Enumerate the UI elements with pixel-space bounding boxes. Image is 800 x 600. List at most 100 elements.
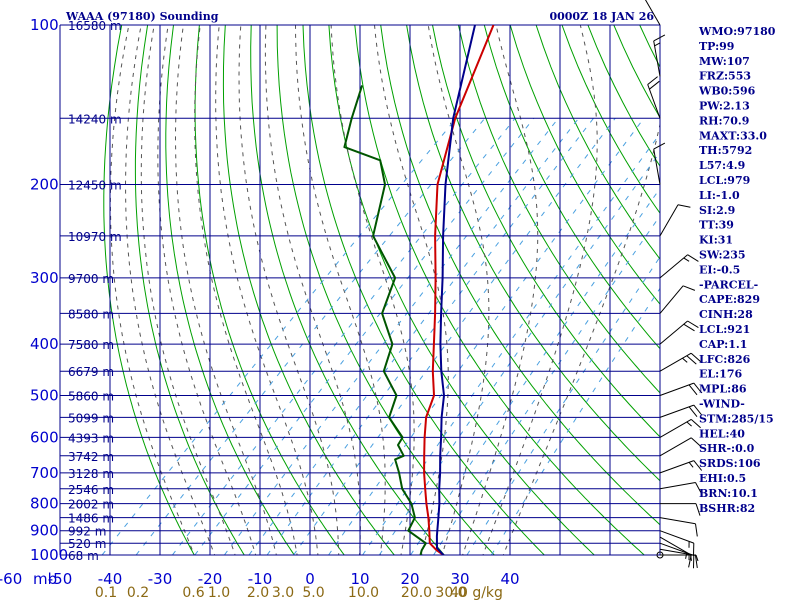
wind-barb-staff — [653, 40, 661, 77]
index-entry: LI:-1.0 — [699, 189, 740, 202]
temperature-label: -30 — [148, 570, 173, 588]
height-label: 520 m — [68, 537, 106, 551]
mixing-ratio-line — [101, 117, 457, 555]
height-label: 2002 m — [68, 498, 114, 512]
profile-series — [343, 25, 495, 555]
moist-adiabat-line — [330, 25, 415, 555]
index-entry: WB0:596 — [698, 85, 756, 98]
moist-adiabat-line — [124, 25, 216, 555]
pressure-labels: 100 200 300 400 500 600 700 800 900 1000 — [30, 16, 68, 564]
wind-barb-flag — [653, 142, 666, 150]
height-label: 8580 m — [68, 307, 114, 321]
dry-adiabat-line — [165, 25, 295, 555]
moist-adiabats — [109, 25, 660, 555]
indices-panel: WMO:97180 TP:99 MW:107 FRZ:553 WB0:596 PW:2.1… — [698, 25, 776, 515]
temperature-label: 0 — [305, 570, 315, 588]
index-entry: LCL:921 — [699, 323, 750, 336]
wind-barb-flag — [688, 384, 698, 396]
moist-adiabat-line — [140, 25, 236, 555]
dry-adiabat-line — [250, 25, 445, 555]
index-entry: KI:31 — [699, 234, 733, 247]
height-label: 9700 m — [68, 272, 114, 286]
wind-barb-flag — [690, 419, 701, 429]
index-entry: FRZ:553 — [699, 70, 751, 83]
height-label: 4393 m — [68, 431, 114, 445]
index-entry: EI:-0.5 — [699, 263, 740, 276]
wind-barbs — [644, 0, 703, 569]
pressure-axis-label: mb — [33, 570, 57, 588]
mixing-ratio-label: 0.1 — [95, 585, 117, 600]
moist-adiabat-line — [295, 25, 386, 555]
height-label: 5860 m — [68, 390, 114, 404]
mixing-ratio-label: 30.0 — [435, 585, 466, 600]
index-entry: HEL:40 — [699, 427, 745, 440]
temperature-label: -20 — [198, 570, 223, 588]
moist-adiabat-line — [427, 25, 490, 555]
index-entry: SW:235 — [699, 249, 746, 262]
mixing-ratio-line — [328, 118, 645, 555]
wind-barb-staff — [659, 254, 688, 279]
wind-barb-staff — [659, 204, 679, 237]
parcel-line — [435, 25, 476, 555]
wind-barb-staff — [659, 320, 688, 345]
wind-barb-half-flag — [695, 554, 699, 562]
mixing-ratio-label: 0.2 — [127, 585, 149, 600]
index-entry: WMO:97180 — [698, 25, 776, 38]
index-entry: LCL:979 — [699, 174, 750, 187]
index-entry: BSHR:82 — [699, 502, 755, 515]
mixing-ratio-line — [172, 117, 516, 555]
temperature-label: -60 — [0, 570, 22, 588]
wind-barb-staff — [644, 0, 661, 26]
mixing-ratio-label: 1.0 — [208, 585, 230, 600]
dry-adiabats — [103, 25, 800, 555]
height-label: 3128 m — [68, 467, 114, 481]
pressure-label: 900 — [30, 522, 59, 540]
wind-barb-staff — [659, 517, 696, 525]
wind-barb-flag — [693, 460, 703, 471]
height-label: 3742 m — [68, 450, 114, 464]
wind-barb-flag — [690, 437, 701, 447]
wind-barb-staff — [659, 460, 694, 474]
moist-adiabat-line — [194, 25, 298, 555]
height-labels: 16580 m 14240 m 12450 m 10970 m 9700 m 8580 m… — [68, 19, 122, 563]
dry-adiabat-line — [795, 25, 800, 555]
title-station: WAAA (97180) Sounding — [65, 10, 219, 23]
index-entry: SI:2.9 — [699, 204, 735, 217]
mixing-ratio-line — [266, 117, 594, 555]
wind-barb-staff — [659, 482, 696, 490]
index-entry: CINH:28 — [699, 308, 753, 321]
wind-barb-flag — [693, 382, 703, 394]
temperature-label: -10 — [248, 570, 273, 588]
wind-barb-flag — [688, 406, 698, 418]
wind-barb-staff — [659, 536, 692, 556]
index-entry: LFC:826 — [699, 353, 751, 366]
pressure-label: 800 — [30, 495, 59, 513]
temperature-label: -50 — [48, 570, 73, 588]
wind-barb-flag — [682, 285, 696, 291]
height-label: 992 m — [68, 525, 106, 539]
wind-barb-flag — [647, 76, 658, 85]
wind-barb-flag — [686, 355, 697, 365]
pressure-label: 100 — [30, 16, 59, 34]
temperature-label: 30 — [450, 570, 469, 588]
wind-barb-staff — [659, 437, 692, 457]
mixing-ratio-label: 20.0 — [401, 585, 432, 600]
index-entry: MW:107 — [699, 55, 750, 68]
index-entry: TP:99 — [699, 40, 734, 53]
pressure-label: 500 — [30, 387, 59, 405]
temperature-label: 10 — [350, 570, 369, 588]
wind-barb-half-flag — [688, 461, 694, 468]
height-label: 5099 m — [68, 411, 114, 425]
index-entry: CAP:1.1 — [699, 338, 747, 351]
wind-barb-half-flag — [654, 42, 661, 47]
mixing-ratio-line — [194, 117, 535, 555]
mixing-ratio-label: 5.0 — [302, 585, 324, 600]
wind-barb-half-flag — [685, 552, 688, 559]
index-entry: -PARCEL- — [699, 278, 758, 291]
index-entry: STM:285/15 — [699, 412, 774, 425]
mixing-ratio-label: 0.6 — [182, 585, 204, 600]
pressure-label: 200 — [30, 176, 59, 194]
height-label: 14240 m — [68, 112, 122, 126]
wind-barb-staff — [659, 352, 692, 372]
moist-adiabat-line — [238, 25, 340, 555]
